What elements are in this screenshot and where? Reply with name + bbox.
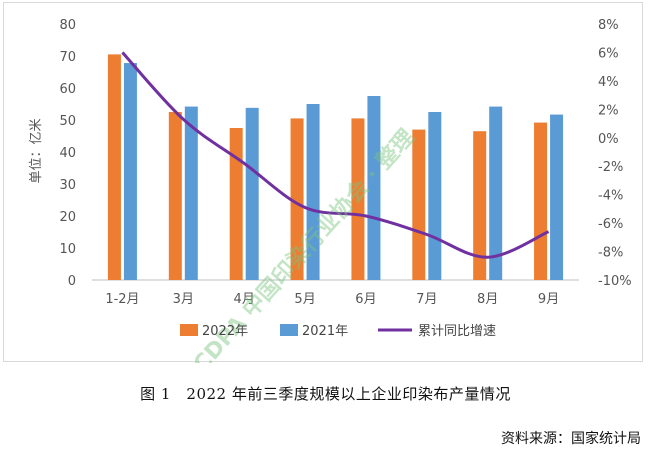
x-tick-label: 1-2月: [105, 292, 139, 307]
legend-label-growth: 累计同比增速: [418, 324, 496, 339]
x-tick-label: 3月: [173, 292, 194, 307]
y2-tick-label: -10%: [598, 274, 632, 289]
x-tick-label: 7月: [416, 292, 437, 307]
y2-tick-label: -4%: [598, 189, 623, 204]
bar-2021年: [489, 106, 503, 280]
bar-2022年: [107, 54, 121, 281]
bar-2022年: [168, 112, 182, 280]
y2-tick-label: 8%: [598, 18, 619, 33]
y2-tick-label: 6%: [598, 46, 619, 61]
y-tick-label: 20: [59, 210, 76, 225]
bar-2022年: [351, 118, 365, 281]
x-tick-label: 9月: [538, 292, 559, 307]
x-tick-label: 4月: [234, 292, 255, 307]
y-tick-label: 80: [59, 18, 76, 33]
right-axis: -10% -8% -6% -4% -2% 0% 2% 4% 6% 8%: [598, 18, 632, 289]
bar-2022年: [290, 118, 304, 281]
legend-label-2022: 2022年: [202, 324, 248, 339]
bar-2021年: [245, 107, 259, 280]
data-source: 资料来源：国家统计局: [501, 431, 641, 447]
line-series-growth: [121, 51, 550, 259]
y-tick-label: 60: [59, 82, 76, 97]
x-tick-label: 8月: [477, 292, 498, 307]
bar-2021年: [184, 106, 198, 280]
bar-2021年: [550, 114, 564, 280]
y-tick-label: 30: [59, 178, 76, 193]
bar-2022年: [534, 122, 548, 280]
y2-tick-label: 2%: [598, 103, 619, 118]
x-tick-label: 5月: [294, 292, 315, 307]
bar-2022年: [229, 128, 243, 280]
legend: 2022年 2021年 累计同比增速: [180, 324, 496, 339]
y-tick-label: 70: [59, 50, 76, 65]
bar-2022年: [412, 129, 426, 280]
chart: 0 10 20 30 40 50 60 70 80 -10% -8% -6% -4% -2% 0% 2% 4%…: [29, 18, 632, 400]
y2-tick-label: -2%: [598, 160, 623, 175]
x-tick-label: 6月: [355, 292, 376, 307]
y-axis-label: 单位：亿米: [29, 118, 44, 183]
y2-tick-label: 0%: [598, 132, 619, 147]
y-tick-label: 50: [59, 114, 76, 129]
left-axis: 0 10 20 30 40 50 60 70 80: [59, 18, 76, 289]
y2-tick-label: -6%: [598, 217, 623, 232]
bar-2021年: [306, 104, 320, 280]
bar-2021年: [428, 112, 442, 280]
figure-caption: 图 1 2022 年前三季度规模以上企业印染布产量情况: [140, 385, 511, 403]
legend-label-2021: 2021年: [302, 324, 348, 339]
y-tick-label: 0: [68, 274, 76, 289]
legend-swatch-2021: [280, 324, 298, 336]
bar-2021年: [123, 63, 137, 280]
y-tick-label: 10: [59, 242, 76, 257]
growth-line: [121, 51, 550, 259]
x-axis: 1-2月 3月 4月 5月 6月 7月 8月 9月: [105, 292, 559, 307]
bars: [107, 54, 564, 281]
legend-swatch-2022: [180, 324, 198, 336]
bar-2022年: [473, 131, 487, 280]
bar-2021年: [367, 96, 381, 280]
y-tick-label: 40: [59, 146, 76, 161]
y2-tick-label: 4%: [598, 75, 619, 90]
y2-tick-label: -8%: [598, 246, 623, 261]
chart-frame: 0 10 20 30 40 50 60 70 80 -10% -8% -6% -4% -2% 0% 2% 4%…: [3, 2, 643, 400]
